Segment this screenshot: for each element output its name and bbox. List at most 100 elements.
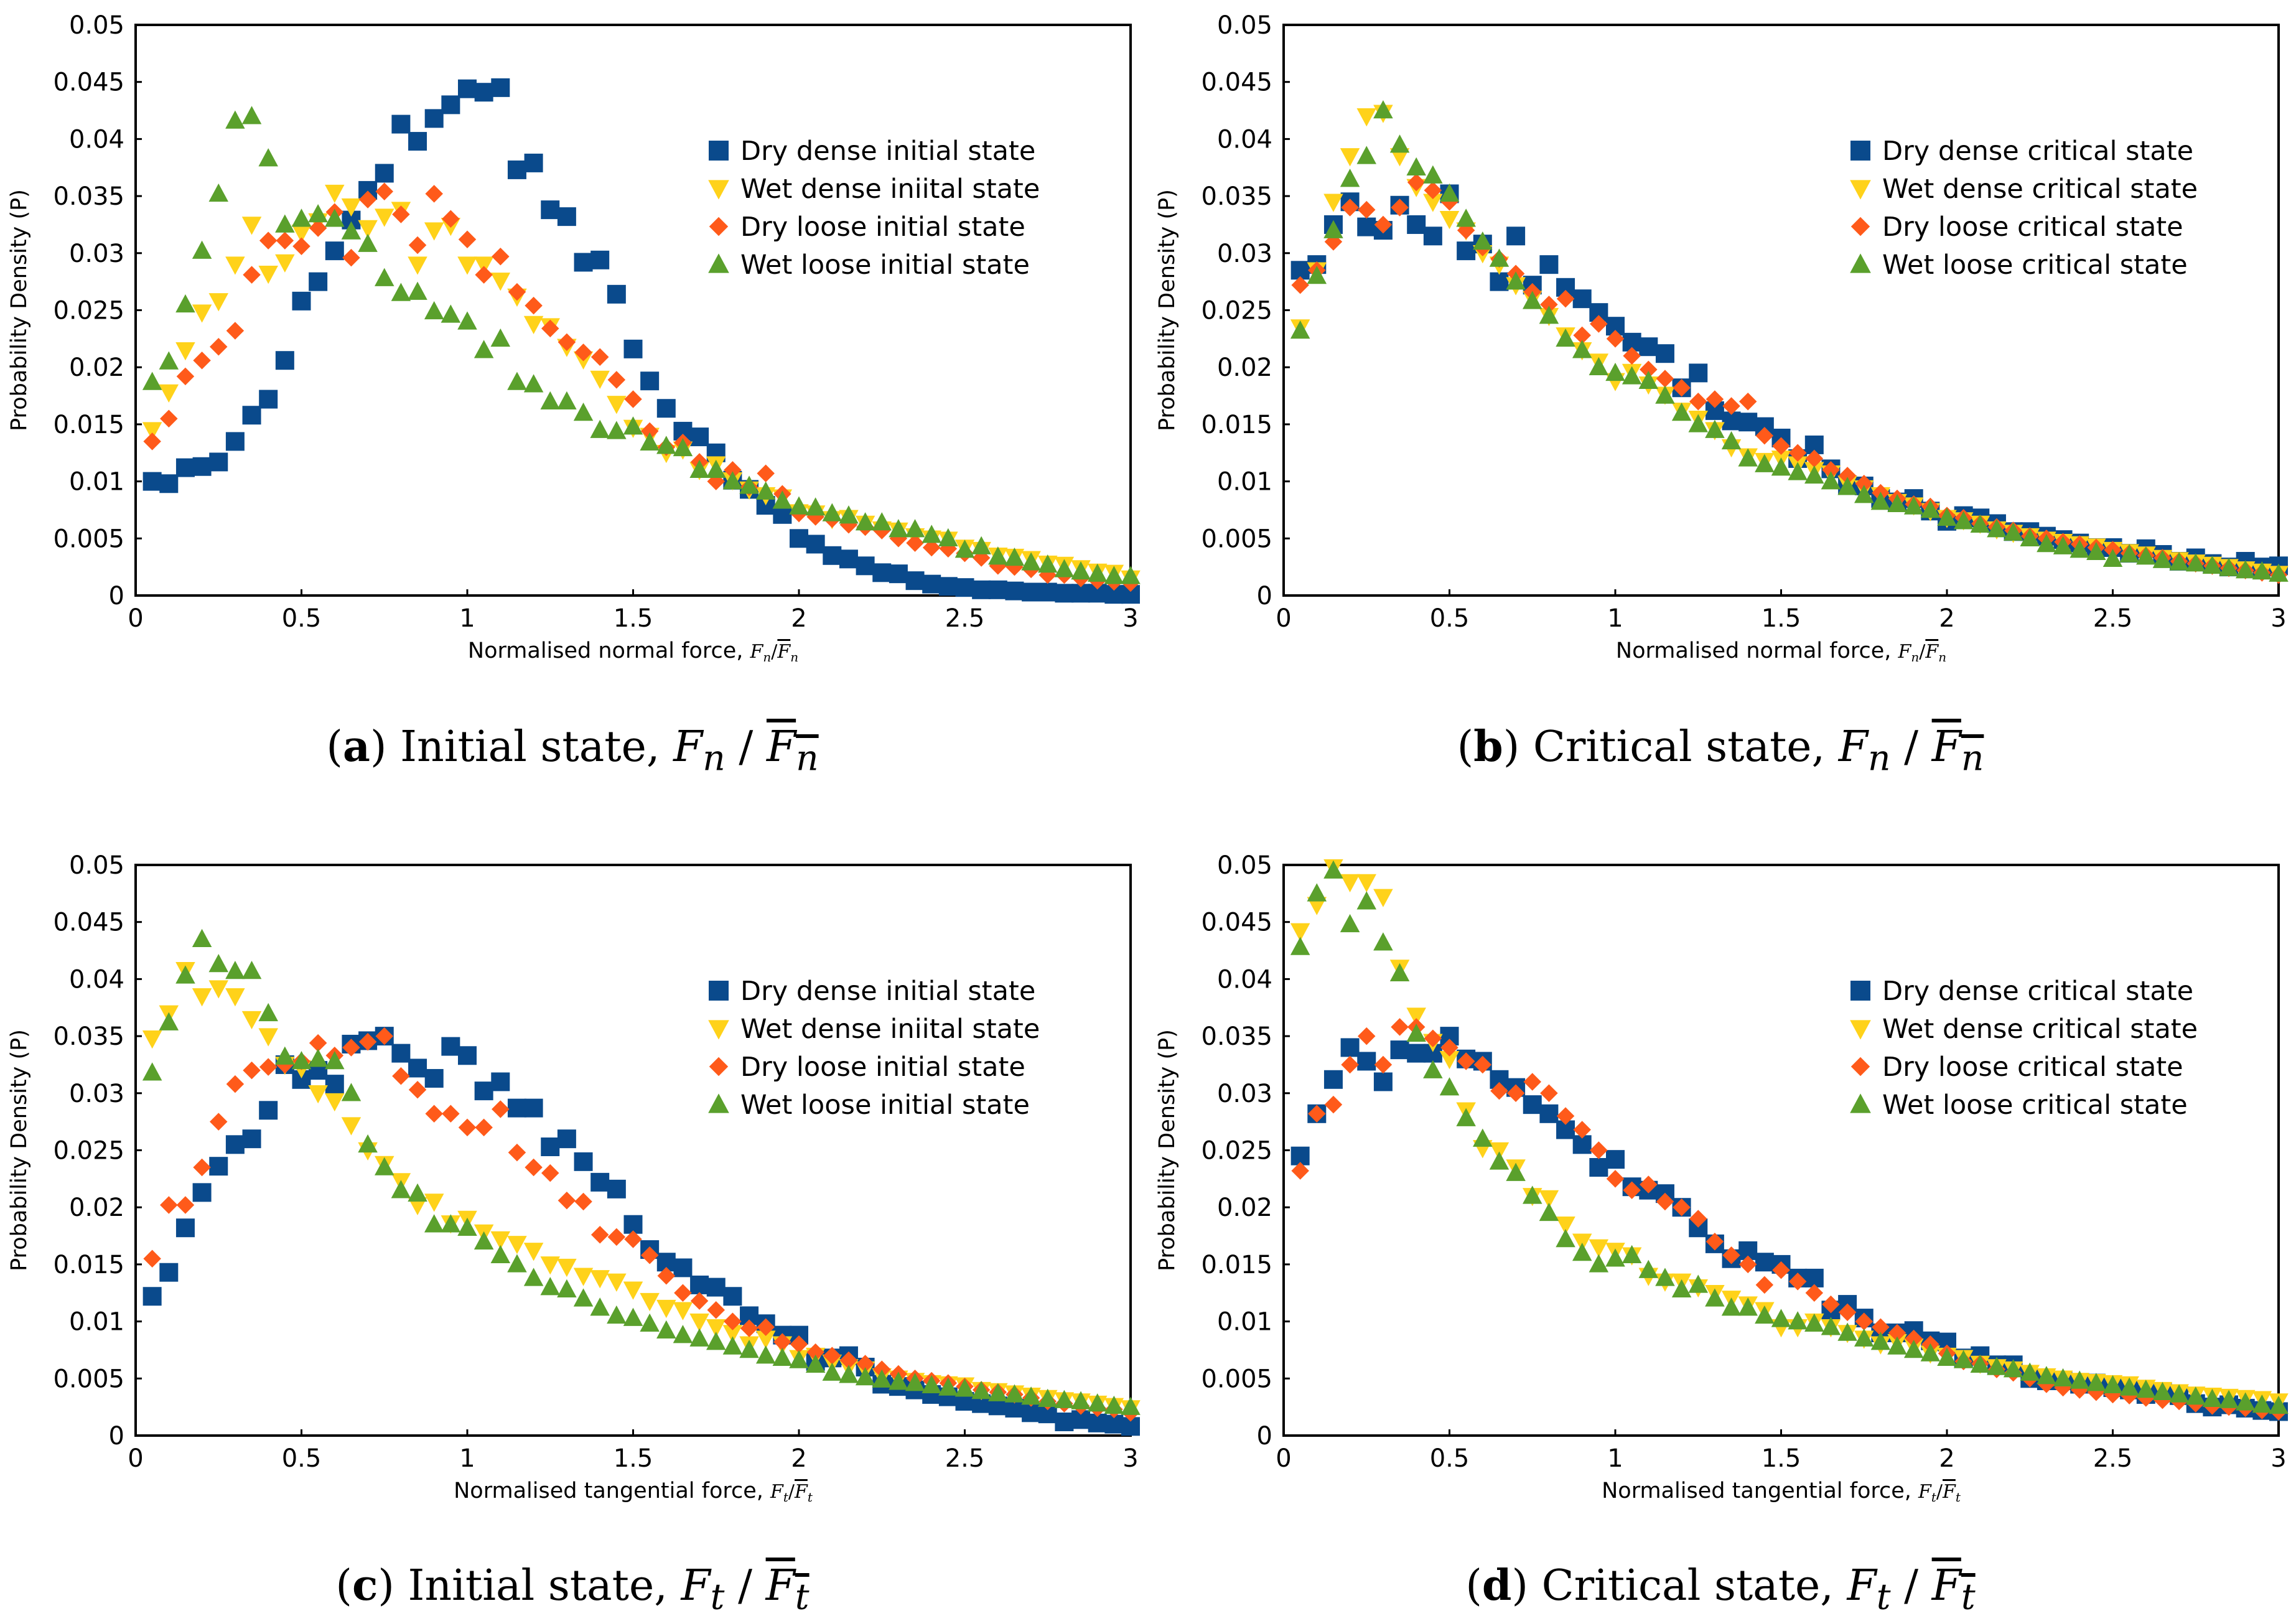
data-point [2269, 1395, 2289, 1414]
data-point [656, 1320, 676, 1339]
data-point [822, 503, 842, 521]
data-point [1920, 1343, 1941, 1362]
data-point [706, 1332, 726, 1350]
data-point [1987, 1357, 2007, 1375]
legend-marker [1850, 253, 1871, 273]
data-point [259, 1058, 278, 1076]
data-point [954, 540, 975, 558]
data-point [607, 396, 627, 414]
data-point [391, 114, 411, 134]
data-point [1373, 889, 1393, 907]
y-tick-label: 0.045 [53, 909, 124, 937]
y-tick-label: 0.005 [53, 1365, 124, 1393]
x-tick-label: 3 [2270, 1444, 2286, 1473]
data-point [1357, 1052, 1376, 1071]
legend-marker [709, 141, 729, 161]
x-tick-label: 0 [1276, 1444, 1291, 1473]
data-point [1573, 1121, 1591, 1139]
data-point [1356, 108, 1376, 127]
data-point [1539, 306, 1559, 324]
data-point [706, 1319, 726, 1338]
x-tick-label: 2.5 [945, 1444, 985, 1473]
data-point [375, 208, 394, 227]
data-point [1038, 582, 1057, 602]
caption-letter: b [1473, 722, 1503, 772]
y-tick-label: 0.03 [69, 240, 124, 268]
data-point [1572, 1243, 1592, 1261]
data-point [424, 109, 444, 128]
data-point [822, 1362, 842, 1381]
data-point [1506, 1162, 1526, 1181]
data-point [1004, 547, 1025, 566]
data-point [424, 1194, 444, 1212]
data-point [656, 399, 676, 418]
data-point [540, 1277, 560, 1296]
data-point [640, 432, 660, 451]
data-point [1038, 554, 1058, 573]
data-point [1705, 419, 1725, 438]
data-point [689, 1313, 709, 1332]
data-point [889, 519, 908, 538]
data-point [441, 95, 460, 114]
data-point [425, 1105, 443, 1123]
data-point [143, 1250, 161, 1268]
data-point [309, 1034, 327, 1052]
data-point [1374, 215, 1393, 234]
data-point [574, 1192, 592, 1211]
data-point [1556, 1229, 1575, 1248]
data-point [1606, 1170, 1625, 1188]
data-point [1307, 897, 1327, 915]
data-point [938, 1377, 958, 1396]
data-point [1423, 165, 1443, 184]
data-point [772, 490, 793, 509]
data-point [557, 1279, 577, 1297]
caption-symbol: F [765, 1561, 795, 1610]
data-point [1307, 265, 1327, 284]
data-point [474, 340, 494, 358]
data-point [325, 241, 344, 261]
x-tick-label: 2 [1939, 1444, 1954, 1473]
data-point [988, 1383, 1008, 1401]
data-point [1539, 255, 1559, 274]
data-point [1689, 1210, 1707, 1228]
data-point [243, 1061, 261, 1080]
data-point [1373, 1072, 1393, 1091]
data-point [424, 1214, 444, 1233]
data-point [1022, 582, 1041, 602]
data-point [1389, 134, 1410, 153]
data-point [806, 535, 825, 554]
caption-text: Critical state, [1533, 722, 1839, 772]
data-point [142, 1030, 162, 1049]
data-point [1788, 444, 1807, 462]
data-point [392, 1067, 410, 1085]
data-point [175, 458, 195, 477]
data-point [2152, 1381, 2173, 1401]
data-point [541, 1137, 560, 1156]
data-point [375, 164, 394, 183]
data-point [1655, 385, 1675, 404]
data-point [1888, 1324, 1906, 1342]
y-tick-label: 0.02 [69, 1194, 124, 1222]
data-point [241, 961, 262, 979]
data-point [2102, 1375, 2123, 1394]
chart-panel-c: 0 0.5 1 1.5 2 2.5 3 0 0.005 0.01 0.015 0.02 0.025 0.0… [7, 851, 1141, 1505]
x-axis-label: Normalised normal force, Fn/Fn [1616, 638, 1946, 665]
data-point [789, 496, 809, 515]
y-tick-label: 0.01 [1217, 1308, 1272, 1337]
x-tick-label: 1.5 [614, 604, 653, 633]
x-tick-label: 2.5 [945, 604, 985, 633]
data-point [142, 472, 162, 491]
data-point [640, 1292, 660, 1312]
data-point [2053, 536, 2073, 554]
data-point [208, 954, 228, 973]
data-point [971, 1380, 991, 1399]
data-point [341, 198, 362, 217]
data-point [243, 266, 261, 284]
data-point [1755, 1253, 1774, 1272]
legend-label: Dry dense initial state [740, 976, 1035, 1007]
y-axis-label: Probability Density (P) [7, 1029, 32, 1271]
data-point [574, 343, 592, 362]
data-point [905, 519, 925, 538]
data-point [210, 1113, 228, 1131]
data-point [1539, 1190, 1559, 1209]
